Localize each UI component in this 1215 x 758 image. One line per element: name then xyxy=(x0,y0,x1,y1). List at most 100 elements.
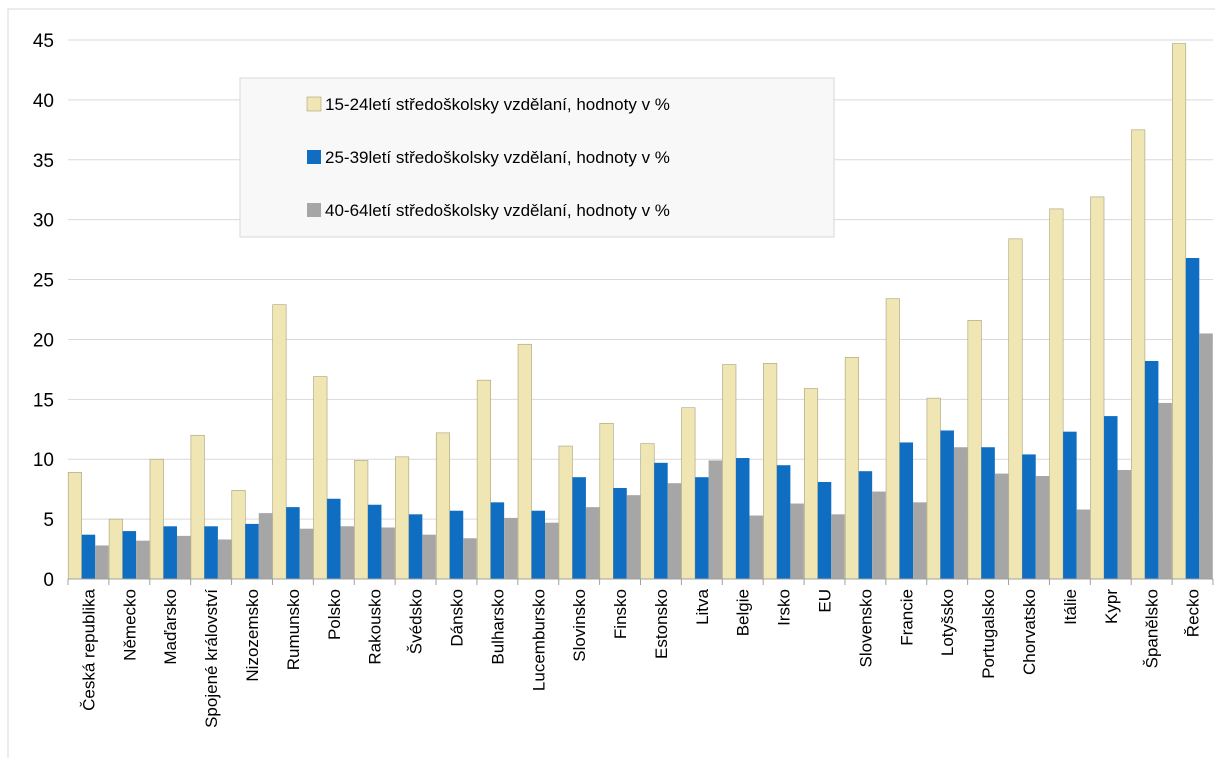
bar xyxy=(395,456,410,580)
y-tick-label: 35 xyxy=(33,151,54,172)
x-tick-label: Španělsko xyxy=(1143,589,1162,668)
x-tick-label: Litva xyxy=(693,588,712,624)
bar xyxy=(1144,361,1159,579)
x-tick-label: Estonsko xyxy=(652,589,671,659)
y-tick-label: 20 xyxy=(33,330,54,351)
bar xyxy=(95,545,109,579)
bar xyxy=(463,538,477,579)
y-tick-label: 10 xyxy=(33,450,54,471)
axes: 0 5 10 15 20 25 30 35 40 45 Česká republika Německo… xyxy=(33,31,1214,728)
bar xyxy=(967,319,982,580)
bar xyxy=(735,458,750,579)
bar xyxy=(490,502,505,579)
bar xyxy=(1185,258,1200,579)
bar xyxy=(1131,129,1146,580)
bar xyxy=(545,522,559,579)
bar xyxy=(640,443,655,580)
legend-label: 25-39letí středoškolsky vzdělaní, hodnot… xyxy=(325,148,670,167)
bar xyxy=(626,495,641,579)
bar xyxy=(108,518,123,580)
bar xyxy=(176,535,191,579)
y-tick-label: 30 xyxy=(33,211,54,232)
bar xyxy=(899,442,914,579)
bar xyxy=(190,434,205,580)
x-tick-label: Česká republika xyxy=(79,588,98,710)
bar xyxy=(245,523,259,579)
bar xyxy=(872,491,886,579)
x-tick-label: Slovinsko xyxy=(570,589,589,662)
bar xyxy=(231,490,246,580)
bar xyxy=(408,514,423,579)
x-tick-label: Německo xyxy=(120,589,139,661)
bars xyxy=(67,43,1213,580)
x-tick-label: Irsko xyxy=(775,589,794,626)
bar xyxy=(476,379,491,580)
y-tick-label: 15 xyxy=(33,390,54,411)
bar xyxy=(803,388,819,580)
bar xyxy=(1172,43,1187,580)
y-tick-label: 5 xyxy=(43,510,54,531)
bar xyxy=(572,477,586,579)
bar xyxy=(599,422,614,580)
bar xyxy=(422,534,436,579)
x-tick-label: Spojené království xyxy=(202,589,221,728)
x-tick-label: Polsko xyxy=(325,589,344,640)
bar xyxy=(1104,416,1118,579)
legend: 15-24letí středoškolsky vzdělaní, hodnot… xyxy=(239,77,835,238)
bar xyxy=(1049,208,1064,580)
bar xyxy=(981,447,995,579)
bar xyxy=(831,514,845,579)
bar xyxy=(858,471,873,579)
bar xyxy=(885,298,900,580)
y-tick-label: 0 xyxy=(43,570,54,591)
bar xyxy=(149,458,164,580)
bar xyxy=(1063,431,1077,579)
legend-label: 40-64letí středoškolsky vzdělaní, hodnot… xyxy=(325,201,670,220)
bar xyxy=(504,517,518,579)
bar xyxy=(327,498,341,579)
bar xyxy=(517,343,532,580)
bar xyxy=(817,481,832,579)
x-tick-label: Chorvatsko xyxy=(1020,589,1039,675)
bar xyxy=(449,510,464,579)
bar xyxy=(667,483,682,579)
bar xyxy=(435,432,451,580)
x-tick-label: Belgie xyxy=(734,589,753,636)
bar xyxy=(790,503,804,579)
x-tick-label: Bulharsko xyxy=(488,589,507,665)
x-tick-label: Finsko xyxy=(611,589,630,639)
bar xyxy=(286,507,300,579)
bar xyxy=(844,357,859,580)
bar xyxy=(217,539,232,579)
bar xyxy=(913,502,927,579)
bar xyxy=(1199,333,1213,579)
bar xyxy=(204,526,218,579)
legend-swatch xyxy=(307,150,321,164)
bar xyxy=(381,527,395,579)
x-tick-label: Rakousko xyxy=(366,589,385,665)
bar xyxy=(994,473,1009,579)
bar xyxy=(122,531,137,579)
x-tick-label: Rumunsko xyxy=(284,589,303,670)
legend-swatch xyxy=(307,203,321,217)
bar xyxy=(1158,402,1172,579)
x-tick-label: Slovensko xyxy=(856,589,875,667)
x-tick-label: Francie xyxy=(897,589,916,646)
x-tick-label: Portugalsko xyxy=(979,589,998,679)
y-tick-label: 25 xyxy=(33,271,54,292)
chart-border xyxy=(7,8,1215,758)
x-tick-label: Dánsko xyxy=(447,589,466,647)
bar xyxy=(654,462,668,579)
x-tick-label: Řecko xyxy=(1184,589,1203,637)
x-tick-label: Kypr xyxy=(1102,589,1121,624)
legend-box xyxy=(239,77,835,238)
bar xyxy=(558,445,573,580)
bar xyxy=(708,460,723,579)
bar xyxy=(81,534,96,579)
y-tick-label: 40 xyxy=(33,91,54,112)
bar xyxy=(299,528,314,579)
bar xyxy=(681,407,696,580)
x-tick-label: Maďarsko xyxy=(161,589,180,665)
bar xyxy=(722,364,737,580)
